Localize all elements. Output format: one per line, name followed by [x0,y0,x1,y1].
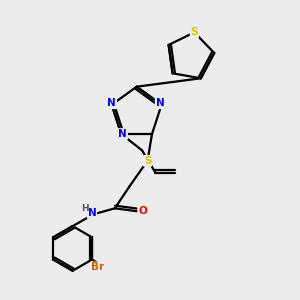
Text: N: N [118,129,127,139]
Text: Br: Br [91,262,104,272]
Text: N: N [107,98,116,108]
Text: S: S [144,156,151,166]
Text: S: S [190,27,198,38]
Text: H: H [81,204,88,213]
Text: O: O [138,206,147,216]
Text: N: N [88,208,96,218]
Text: N: N [156,98,164,108]
